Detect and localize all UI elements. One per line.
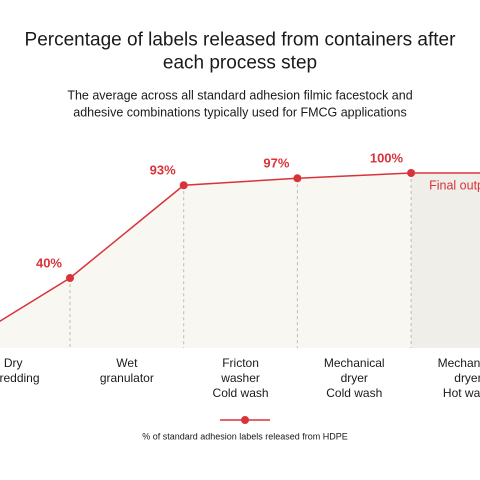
x-tick-label: washer — [220, 371, 260, 385]
value-label: 97% — [263, 156, 289, 171]
point — [179, 181, 188, 190]
point — [66, 274, 74, 282]
x-tick-label: granulator — [100, 371, 154, 385]
point — [407, 169, 416, 177]
chart-title: Percentage of labels released from conta… — [25, 30, 457, 74]
x-tick-label: Cold wash — [326, 386, 382, 400]
chart-subtitle: The average across all standard adhesion… — [67, 89, 412, 120]
x-tick-label: Fricton — [222, 356, 259, 370]
x-tick-label: dryer — [454, 371, 480, 385]
x-tick-label: Cold wash — [213, 386, 269, 400]
x-tick-label: Mechanical — [324, 356, 385, 370]
point — [293, 174, 302, 183]
plot: DryshreddingWetgranulatorFrictonwasherCo… — [0, 150, 480, 400]
value-label: 100% — [370, 150, 404, 165]
legend-label: % of standard adhesion labels released f… — [142, 431, 348, 441]
value-label: 40% — [36, 255, 62, 270]
x-tick-label: shredding — [0, 371, 40, 385]
value-label: 93% — [150, 163, 176, 178]
legend-marker — [241, 416, 249, 424]
area-fill — [0, 173, 412, 348]
x-tick-label: Mechanical — [438, 356, 480, 370]
x-tick-label: Hot wash — [443, 386, 480, 400]
line — [0, 172, 480, 322]
x-tick-label: dryer — [341, 371, 368, 385]
annotation: Final output — [429, 178, 480, 192]
x-tick-label: Dry — [4, 356, 23, 370]
x-tick-label: Wet — [116, 356, 138, 370]
final-region — [411, 173, 480, 348]
